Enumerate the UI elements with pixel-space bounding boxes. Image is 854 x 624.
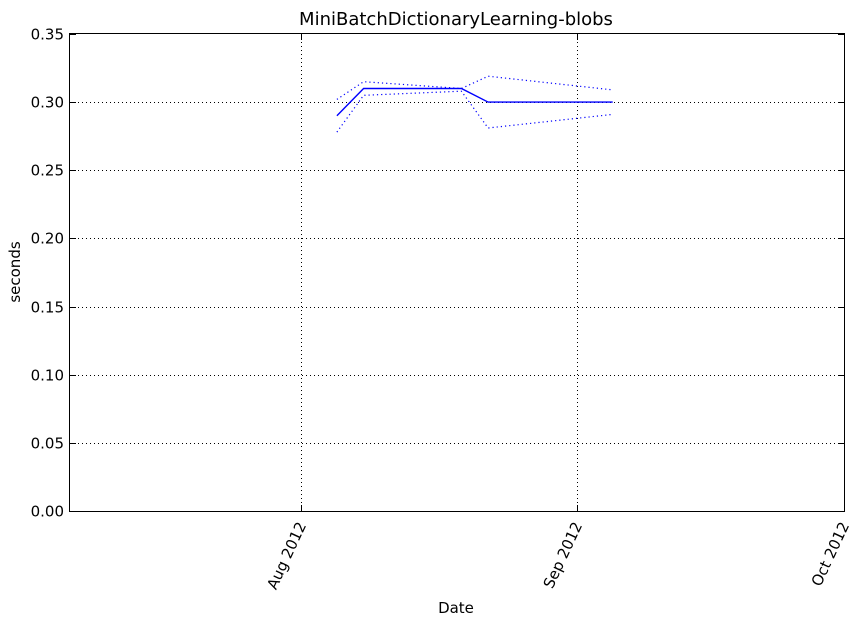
y-tick-label: 0.00 <box>31 503 64 521</box>
series-group <box>336 75 613 133</box>
y-tick-label: 0.20 <box>31 230 64 248</box>
y-tick-label: 0.25 <box>31 162 64 180</box>
x-axis-label: Date <box>438 599 474 617</box>
series-line-bound-2 <box>336 90 613 133</box>
series-line-bound-1 <box>336 75 613 100</box>
y-tick-label: 0.35 <box>31 26 64 44</box>
series-line-mean <box>336 87 613 117</box>
y-axis-label: seconds <box>6 241 24 302</box>
x-tick-labels: Aug 2012 Sep 2012 Oct 2012 <box>263 519 853 592</box>
y-tick-label: 0.10 <box>31 367 64 385</box>
grid <box>70 34 844 511</box>
ticks <box>70 34 845 512</box>
x-tick-label: Oct 2012 <box>808 519 853 589</box>
x-tick-label: Aug 2012 <box>263 519 310 592</box>
x-tick-label: Sep 2012 <box>540 519 586 591</box>
y-tick-label: 0.15 <box>31 299 64 317</box>
y-tick-label: 0.05 <box>31 435 64 453</box>
y-tick-label: 0.30 <box>31 94 64 112</box>
y-tick-labels: 0.00 0.05 0.10 0.15 0.20 0.25 0.30 0.35 <box>31 26 64 521</box>
chart-title: MiniBatchDictionaryLearning-blobs <box>299 9 613 30</box>
plot-frame <box>69 33 845 512</box>
